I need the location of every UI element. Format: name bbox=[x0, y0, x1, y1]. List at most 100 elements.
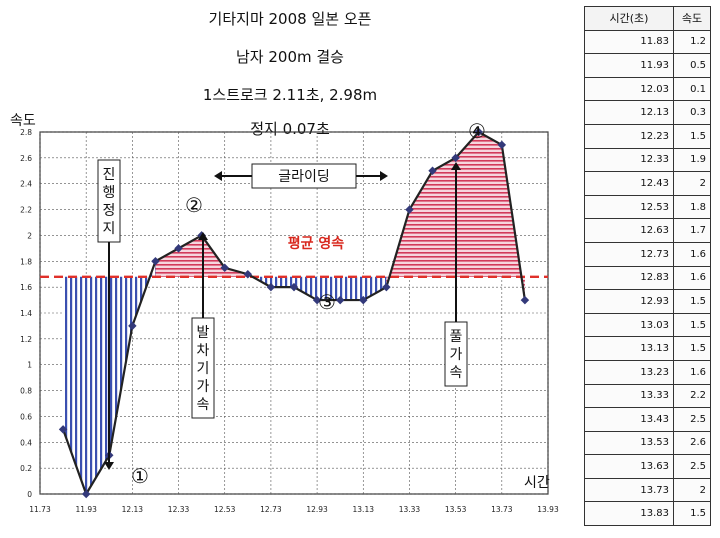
circled-marker: ③ bbox=[318, 290, 336, 314]
x-tick-label: 12.13 bbox=[122, 505, 144, 514]
x-tick-label: 13.13 bbox=[353, 505, 375, 514]
annotation-kick-char: 차 bbox=[197, 343, 210, 359]
data-point bbox=[128, 321, 137, 331]
x-tick-label: 12.53 bbox=[214, 505, 236, 514]
x-tick-label: 11.73 bbox=[29, 505, 51, 514]
table-cell-time: 12.93 bbox=[584, 289, 674, 314]
table-row: 12.53 1.8 bbox=[584, 194, 711, 220]
x-tick-label: 12.33 bbox=[168, 505, 190, 514]
table-cell-time: 13.43 bbox=[584, 407, 674, 432]
table-cell-speed: 1.5 bbox=[673, 501, 711, 527]
table-row: 11.83 1.2 bbox=[584, 29, 711, 55]
table-cell-speed: 2.2 bbox=[673, 383, 711, 409]
table-row: 12.03 0.1 bbox=[584, 76, 711, 102]
chart-title-line2: 남자 200m 결승 bbox=[236, 48, 344, 66]
annotation-pull-arrow-head bbox=[451, 162, 461, 170]
chart-title-line1: 기타지마 2008 일본 오픈 bbox=[208, 10, 372, 28]
data-point bbox=[335, 295, 345, 305]
data-point bbox=[428, 166, 437, 176]
x-tick-label: 13.53 bbox=[445, 505, 467, 514]
table-header-row: 시간(초) 속도 bbox=[584, 6, 711, 31]
table-cell-speed: 1.2 bbox=[673, 29, 711, 55]
annotation-kick-char: 발 bbox=[197, 325, 210, 341]
table-cell-speed: 2 bbox=[673, 171, 711, 196]
table-row: 13.83 1.5 bbox=[584, 501, 711, 527]
table-row: 12.43 2 bbox=[584, 171, 711, 196]
above-average-fill-accel bbox=[155, 235, 248, 277]
table-row: 13.53 2.6 bbox=[584, 430, 711, 456]
table-cell-time: 12.53 bbox=[584, 194, 674, 220]
table-cell-speed: 1.5 bbox=[673, 123, 711, 149]
glide-arrow-left-head bbox=[214, 171, 222, 181]
table-cell-speed: 1.8 bbox=[673, 194, 711, 220]
table-cell-time: 12.33 bbox=[584, 147, 674, 173]
table-cell-time: 12.03 bbox=[584, 76, 674, 102]
speed-table-body: 11.83 1.2 11.93 0.5 12.03 0.1 12.13 0.3 12.23 1.5… bbox=[584, 29, 711, 527]
table-cell-time: 11.83 bbox=[584, 29, 674, 55]
table-row: 12.23 1.5 bbox=[584, 123, 711, 149]
table-cell-time: 13.13 bbox=[584, 336, 674, 361]
y-axis-label: 속도 bbox=[10, 113, 36, 129]
table-cell-time: 13.83 bbox=[584, 501, 674, 527]
y-tick-label: 2.2 bbox=[20, 206, 32, 215]
speed-chart: 평균 영속 0 0.2 0.4 0.6 0.8 1 1.2 1.4 1.6 1.8 2 2.2 2.4 2… bbox=[20, 119, 559, 514]
table-cell-speed: 1.5 bbox=[673, 289, 711, 314]
data-point bbox=[382, 282, 391, 292]
table-cell-time: 13.63 bbox=[584, 454, 674, 479]
y-tick-label: 2.4 bbox=[20, 180, 32, 189]
table-row: 12.13 0.3 bbox=[584, 100, 711, 125]
table-row: 13.33 2.2 bbox=[584, 383, 711, 409]
table-cell-speed: 1.5 bbox=[673, 336, 711, 361]
y-tick-label: 2.8 bbox=[20, 128, 32, 137]
y-tick-label: 1.8 bbox=[20, 257, 32, 266]
table-cell-speed: 0.1 bbox=[673, 76, 711, 102]
y-tick-label: 0.8 bbox=[20, 387, 32, 396]
data-point bbox=[174, 244, 183, 253]
table-cell-time: 12.63 bbox=[584, 218, 674, 243]
y-tick-label: 1.2 bbox=[20, 335, 32, 344]
annotation-stop-char: 정 bbox=[103, 203, 116, 219]
table-cell-speed: 0.3 bbox=[673, 100, 711, 125]
annotation-kick-char: 가 bbox=[197, 379, 210, 395]
table-cell-speed: 0.5 bbox=[673, 53, 711, 78]
table-cell-speed: 2 bbox=[673, 477, 711, 503]
annotation-stop-char: 진 bbox=[103, 167, 116, 183]
table-cell-speed: 2.5 bbox=[673, 454, 711, 479]
speed-table: 시간(초) 속도 11.83 1.2 11.93 0.5 12.03 0.1 12.13 0.… bbox=[584, 6, 711, 527]
data-point bbox=[289, 282, 299, 292]
y-tick-label: 2.6 bbox=[20, 154, 32, 163]
y-tick-label: 0.4 bbox=[20, 438, 32, 447]
table-cell-time: 12.73 bbox=[584, 241, 674, 267]
table-row: 12.33 1.9 bbox=[584, 147, 711, 173]
annotation-kick-char: 속 bbox=[197, 397, 210, 413]
annotation-stop-char: 행 bbox=[103, 185, 116, 201]
table-row: 12.93 1.5 bbox=[584, 289, 711, 314]
data-point bbox=[220, 263, 229, 272]
circled-marker: ② bbox=[185, 193, 203, 217]
chart-title-line3: 1스트로크 2.11초, 2.98m bbox=[202, 86, 378, 104]
x-axis-label: 시간 bbox=[524, 475, 550, 491]
data-point bbox=[312, 295, 322, 305]
data-point bbox=[58, 425, 68, 434]
table-cell-speed: 1.6 bbox=[673, 265, 711, 291]
table-cell-speed: 1.5 bbox=[673, 312, 711, 338]
table-row: 13.03 1.5 bbox=[584, 312, 711, 338]
table-cell-time: 11.93 bbox=[584, 53, 674, 78]
annotation-glide-text: 글라이딩 bbox=[278, 169, 330, 185]
table-cell-time: 13.53 bbox=[584, 430, 674, 456]
data-point bbox=[405, 205, 414, 214]
table-cell-time: 12.23 bbox=[584, 123, 674, 149]
y-tick-label: 0.6 bbox=[20, 412, 32, 421]
table-cell-time: 13.23 bbox=[584, 359, 674, 385]
x-tick-label: 12.93 bbox=[306, 505, 328, 514]
y-tick-label: 0.2 bbox=[20, 464, 32, 473]
table-cell-speed: 1.6 bbox=[673, 359, 711, 385]
table-cell-time: 12.13 bbox=[584, 100, 674, 125]
data-point bbox=[266, 282, 276, 292]
x-tick-label: 13.93 bbox=[537, 505, 559, 514]
table-row: 13.73 2 bbox=[584, 477, 711, 503]
x-tick-label: 13.33 bbox=[399, 505, 421, 514]
table-cell-time: 12.83 bbox=[584, 265, 674, 291]
table-row: 13.13 1.5 bbox=[584, 336, 711, 361]
